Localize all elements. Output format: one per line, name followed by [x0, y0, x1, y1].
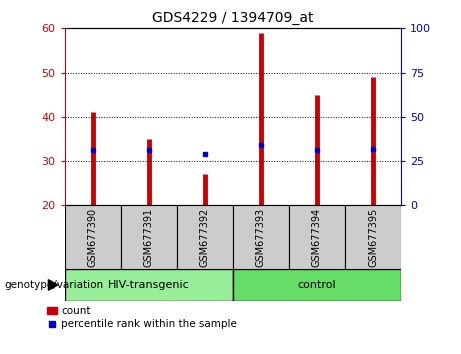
Bar	[121, 205, 177, 269]
Bar	[65, 205, 121, 269]
Bar	[65, 269, 233, 301]
Bar	[177, 205, 233, 269]
Bar	[233, 269, 401, 301]
Text: GSM677390: GSM677390	[88, 207, 98, 267]
Bar	[345, 205, 401, 269]
Text: GSM677392: GSM677392	[200, 207, 210, 267]
Text: HIV-transgenic: HIV-transgenic	[108, 280, 189, 290]
Text: control: control	[298, 280, 336, 290]
Bar	[233, 205, 289, 269]
Text: GSM677393: GSM677393	[256, 207, 266, 267]
Text: GSM677394: GSM677394	[312, 207, 322, 267]
Text: GSM677391: GSM677391	[144, 207, 154, 267]
Title: GDS4229 / 1394709_at: GDS4229 / 1394709_at	[152, 11, 313, 24]
Text: GSM677395: GSM677395	[368, 207, 378, 267]
Text: genotype/variation: genotype/variation	[5, 280, 104, 290]
Bar	[289, 205, 345, 269]
Legend: count, percentile rank within the sample: count, percentile rank within the sample	[47, 306, 237, 329]
